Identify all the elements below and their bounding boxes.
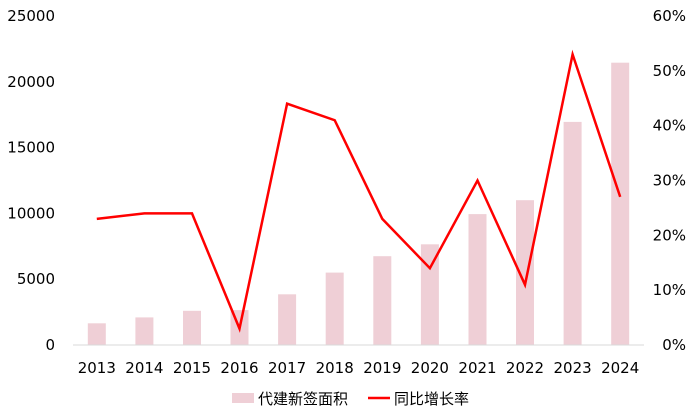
legend-label-bar: 代建新签面积 — [258, 390, 348, 408]
left-tick-label: 0 — [45, 336, 55, 354]
x-tick-label: 2023 — [554, 359, 592, 377]
x-axis-ticks: 2013 2014 2015 2016 2017 2018 2019 2020 2021 2022… — [78, 359, 640, 377]
right-axis-ticks: 0% 10% 20% 30% 40% 50% 60% — [653, 7, 686, 354]
x-tick-label: 2021 — [458, 359, 496, 377]
right-tick-label: 50% — [653, 62, 686, 80]
right-tick-label: 40% — [653, 117, 686, 135]
right-tick-label: 0% — [662, 336, 686, 354]
x-tick-label: 2018 — [316, 359, 354, 377]
legend: 代建新签面积 同比增长率 — [232, 390, 469, 408]
right-tick-label: 10% — [653, 281, 686, 299]
bar-2020 — [420, 244, 439, 345]
line-layer — [96, 49, 622, 333]
growth-rate-line — [96, 49, 622, 333]
bar-2023 — [563, 121, 582, 346]
x-tick-label: 2024 — [601, 359, 639, 377]
bar-2022 — [516, 200, 534, 345]
left-tick-label: 5000 — [17, 270, 55, 288]
bars-layer — [87, 62, 630, 346]
legend-label-line: 同比增长率 — [394, 390, 469, 408]
x-tick-label: 2022 — [506, 359, 544, 377]
x-tick-label: 2020 — [411, 359, 449, 377]
bar-2018 — [325, 272, 344, 345]
bar-2024 — [611, 62, 630, 345]
left-tick-label: 10000 — [7, 204, 55, 222]
right-tick-label: 60% — [653, 7, 686, 25]
left-tick-label: 20000 — [7, 73, 55, 91]
bar-2021 — [468, 214, 487, 345]
bar-2013 — [87, 323, 106, 345]
x-tick-label: 2016 — [220, 359, 258, 377]
bar-2019 — [373, 256, 392, 345]
x-tick-label: 2013 — [78, 359, 116, 377]
x-tick-label: 2017 — [268, 359, 306, 377]
x-tick-label: 2019 — [363, 359, 401, 377]
left-tick-label: 15000 — [7, 139, 55, 157]
bar-2015 — [183, 310, 201, 345]
x-tick-label: 2015 — [173, 359, 211, 377]
right-tick-label: 20% — [653, 226, 686, 244]
x-tick-label: 2014 — [125, 359, 163, 377]
left-tick-label: 25000 — [7, 7, 55, 25]
bar-2017 — [278, 294, 297, 345]
right-tick-label: 30% — [653, 172, 686, 190]
legend-swatch-bar — [232, 393, 254, 403]
bar-2014 — [135, 317, 154, 345]
left-axis-ticks: 0 5000 10000 15000 20000 25000 — [7, 7, 55, 354]
